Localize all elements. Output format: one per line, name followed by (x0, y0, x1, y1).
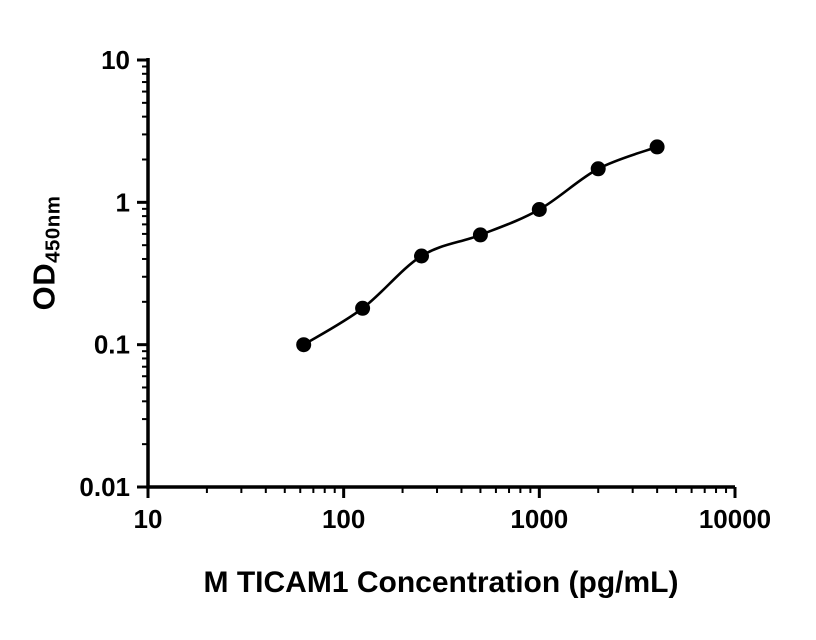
data-point (414, 248, 429, 264)
data-point (296, 337, 312, 353)
x-tick-label: 1000 (510, 504, 568, 534)
data-point (649, 139, 665, 155)
x-tick-label: 100 (322, 504, 365, 534)
x-axis-label: M TICAM1 Concentration (pg/mL) (203, 566, 679, 599)
data-point (355, 300, 371, 316)
y-tick-label: 10 (101, 45, 130, 75)
data-point (531, 202, 547, 217)
data-point (590, 161, 606, 177)
y-tick-label: 0.1 (94, 330, 130, 360)
data-point (472, 227, 488, 243)
axis-spine (146, 58, 735, 489)
x-tick-label: 10 (134, 504, 163, 534)
y-tick-label: 0.01 (79, 472, 130, 502)
y-axis-label-main: OD (26, 262, 62, 311)
y-axis-label: OD450nm (26, 196, 65, 311)
fit-curve (303, 145, 658, 346)
y-axis-label-subscript: 450nm (41, 195, 65, 263)
y-tick-label: 1 (116, 187, 130, 217)
x-tick-label: 10000 (699, 504, 771, 534)
